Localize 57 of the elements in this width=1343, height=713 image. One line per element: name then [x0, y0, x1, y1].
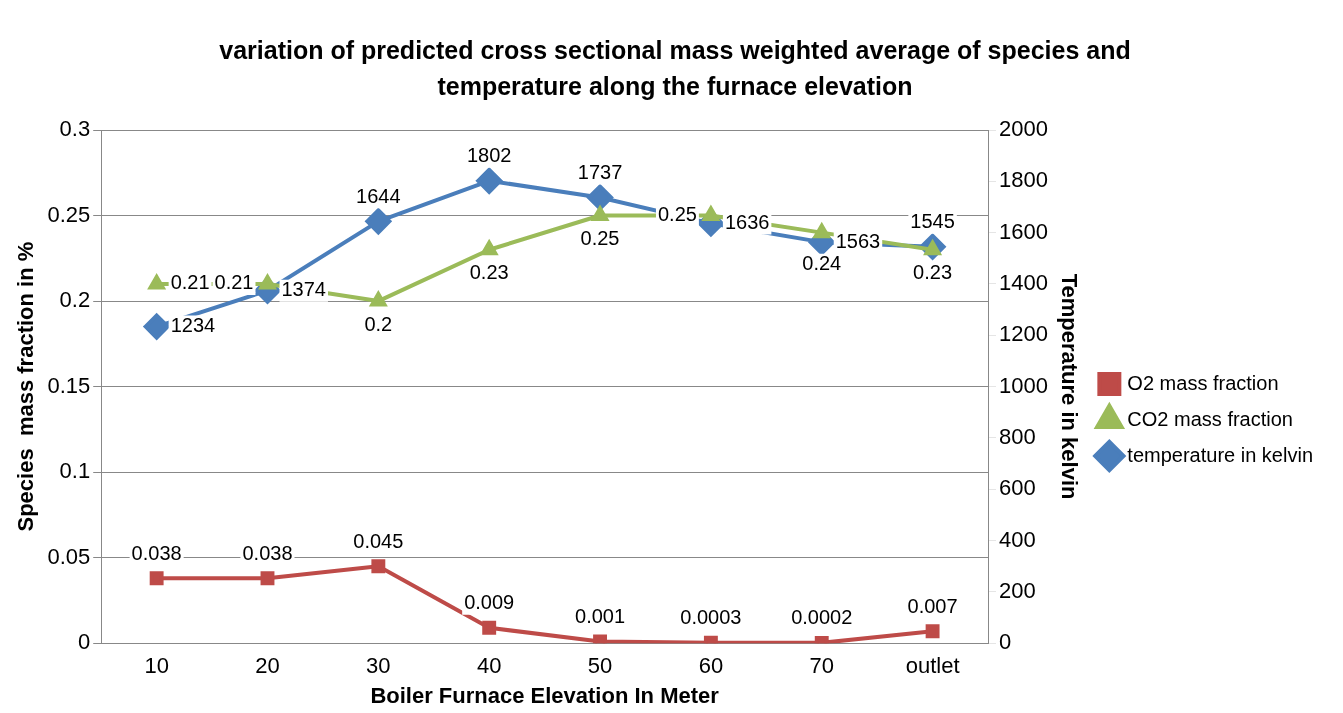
y-tick-label: 0.3: [59, 116, 91, 142]
y-tick-label: 0.25: [47, 201, 91, 227]
data-label: 1563: [835, 229, 881, 252]
y2-tick-label: 1600: [999, 218, 1048, 244]
chart-title: variation of predicted cross sectional mass weighted average of species and temperature along the furnace elevation: [218, 35, 1132, 102]
x-tick-label: 10: [144, 653, 169, 679]
x-tick-label: outlet: [905, 653, 960, 679]
data-label: 0.25: [580, 227, 620, 250]
y2-tick-label: 0: [999, 629, 1012, 655]
data-label: 0.007: [907, 594, 958, 617]
y2-tick-label: 1400: [999, 270, 1048, 296]
x-tick-label: 60: [698, 653, 724, 679]
data-label: 1636: [724, 210, 770, 233]
y2-tick-label: 1800: [999, 167, 1048, 193]
y-tick-label: 0.2: [59, 287, 91, 313]
data-label: 0.21: [214, 271, 254, 294]
data-label: 0.23: [913, 261, 953, 284]
legend-label: O2 mass fraction: [1127, 371, 1279, 394]
data-label: 1644: [356, 184, 401, 207]
data-label: 1234: [170, 314, 216, 337]
y-axis-title: Species mass fraction in %: [13, 241, 39, 532]
legend-label: temperature in kelvin: [1127, 443, 1314, 466]
data-label: 0.038: [131, 541, 182, 564]
legend-label: CO2 mass fraction: [1127, 407, 1293, 430]
data-label: 0.23: [469, 261, 509, 284]
y2-tick-label: 1000: [999, 372, 1048, 398]
data-label: 1374: [281, 278, 326, 301]
data-label: 0.24: [802, 252, 842, 275]
data-label: 1802: [466, 144, 512, 167]
data-label: 0.001: [575, 605, 626, 627]
data-label: 0.25: [657, 203, 697, 226]
y2-tick-label: 400: [999, 526, 1036, 552]
y-tick-label: 0.15: [47, 372, 91, 398]
y-tick-label: 0.1: [59, 458, 91, 484]
data-label: 0.038: [242, 541, 293, 564]
x-tick-label: 40: [476, 653, 502, 679]
y2-tick-label: 2000: [999, 116, 1048, 142]
x-axis-title: Boiler Furnace Elevation In Meter: [370, 682, 720, 708]
y-tick-label: 0.05: [47, 543, 91, 569]
data-label: 0.009: [464, 591, 515, 614]
data-label: 0.045: [353, 529, 404, 552]
x-tick-label: 30: [366, 653, 391, 679]
x-tick-label: 70: [809, 653, 834, 679]
y-tick-label: 0: [77, 629, 91, 655]
data-label: 0.21: [170, 271, 210, 294]
x-tick-label: 50: [587, 653, 613, 679]
data-label: 1737: [577, 161, 623, 183]
y2-tick-label: 800: [999, 423, 1036, 449]
data-label: 1545: [910, 210, 955, 233]
y2-tick-label: 1200: [999, 321, 1048, 347]
data-label: 0.0002: [791, 606, 853, 629]
y2-axis-title: Temperature in kelvin: [1057, 273, 1083, 500]
y2-tick-label: 600: [999, 475, 1036, 501]
x-tick-label: 20: [255, 653, 280, 679]
data-label: 0.0003: [680, 606, 742, 629]
y2-tick-label: 200: [999, 577, 1036, 603]
data-label: 0.2: [364, 312, 393, 335]
